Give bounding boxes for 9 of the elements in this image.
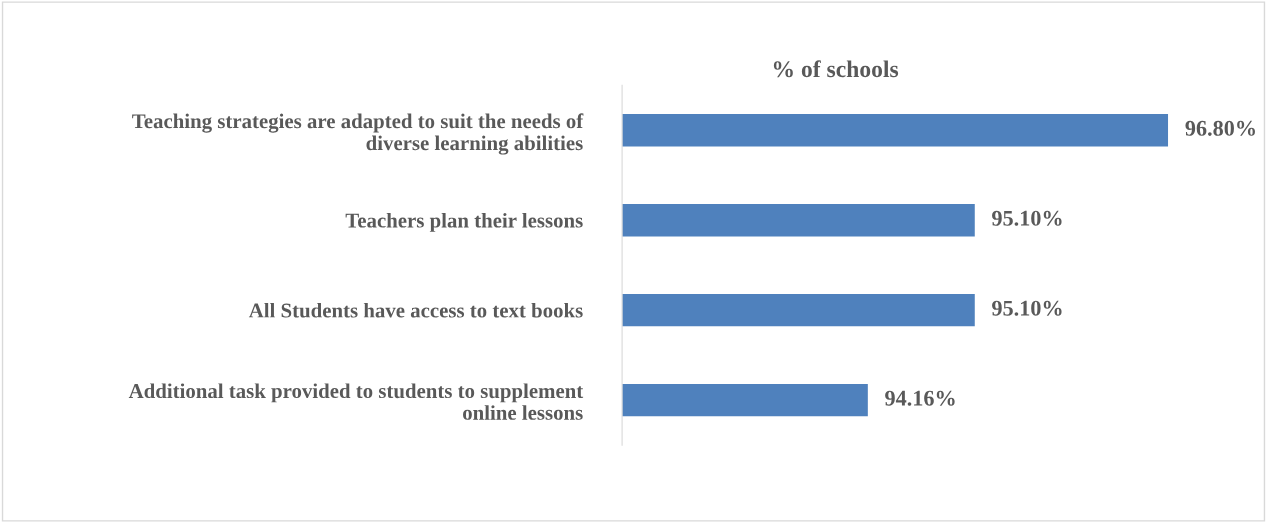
y-tick-label: Additional task provided to students to supplement online lessons <box>128 383 584 420</box>
y-tick-label: Teachers plan their lessons <box>345 212 583 232</box>
data-label: 95.10% <box>992 210 1062 226</box>
y-tick-label: Teaching strategies are adapted to suit the needs of diverse learning abilities <box>132 113 584 155</box>
data-label: 96.80% <box>1185 120 1255 136</box>
chart-title: % of schools <box>773 60 899 78</box>
data-label: 94.16% <box>885 390 955 406</box>
y-tick-label: All Students have access to text books <box>248 302 583 318</box>
data-label: 95.10% <box>992 300 1062 316</box>
